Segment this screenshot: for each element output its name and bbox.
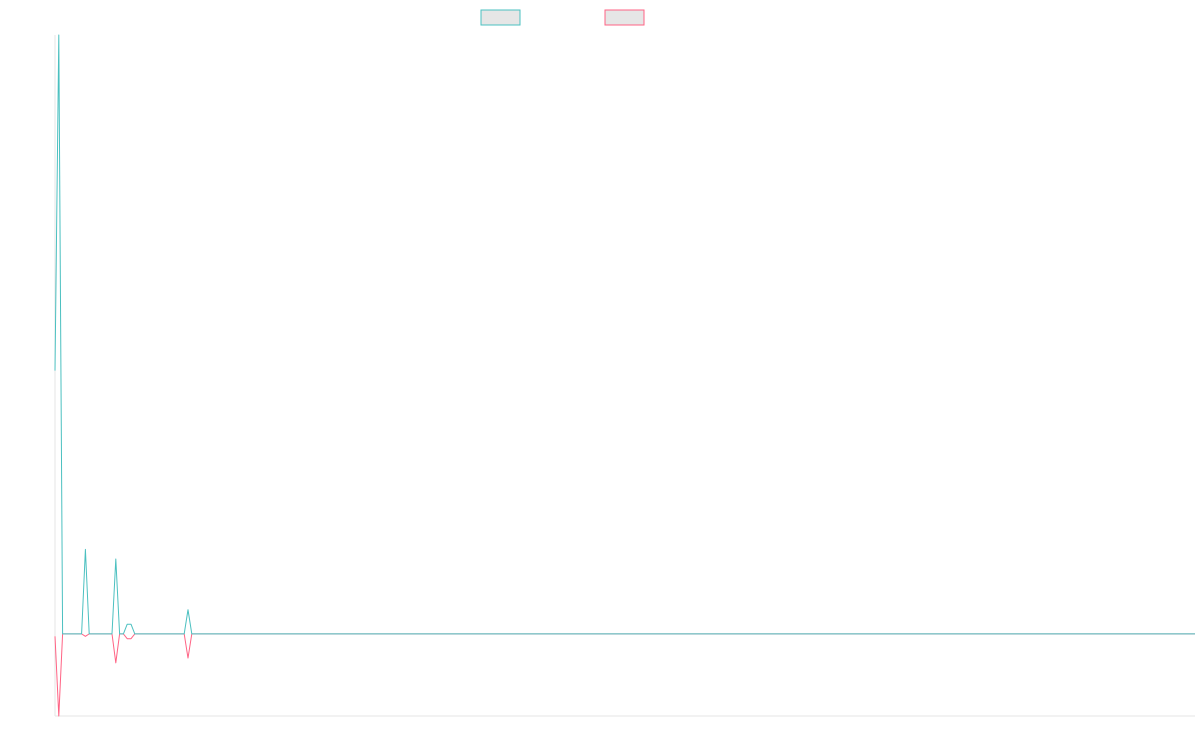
series-1-line	[54, 34, 1195, 635]
series-layer	[54, 34, 1195, 717]
legend-swatch-1[interactable]	[480, 9, 521, 26]
chart-legend	[480, 9, 645, 26]
legend-swatch-2[interactable]	[604, 9, 645, 26]
series-2-line	[54, 633, 1195, 717]
